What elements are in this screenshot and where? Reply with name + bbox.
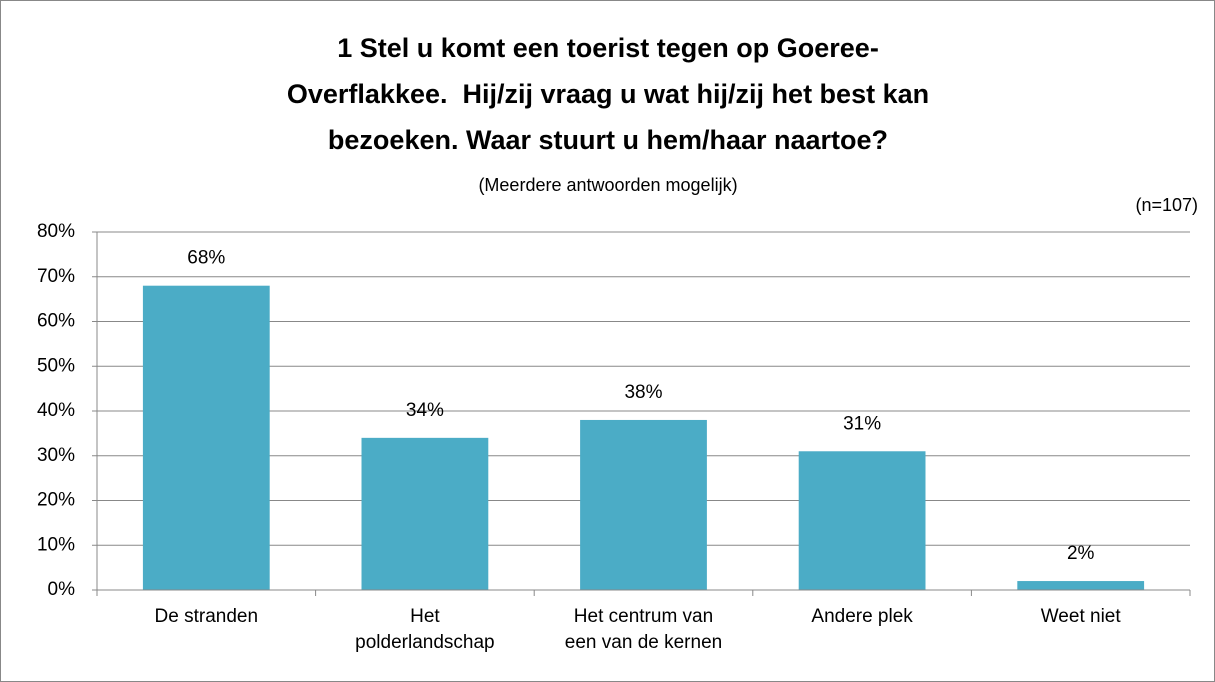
bar (798, 451, 926, 590)
y-tick-label: 60% (37, 311, 75, 332)
bar (142, 285, 270, 590)
x-tick-label: Weet niet (1040, 606, 1121, 627)
data-label: 31% (843, 413, 881, 434)
chart-title: 1 Stel u komt een toerist tegen op Goere… (337, 33, 879, 63)
x-tick-label: Het centrum van een van de kernen (564, 606, 723, 653)
x-tick-label: De stranden (154, 606, 259, 627)
data-label: 38% (624, 382, 662, 403)
y-tick-label: 10% (37, 534, 75, 555)
y-tick-label: 40% (37, 400, 75, 421)
data-label: 68% (187, 248, 225, 269)
y-tick-label: 0% (48, 579, 76, 600)
y-tick-label: 70% (37, 266, 75, 287)
annotation: (n=107) (1135, 195, 1198, 215)
y-tick-label: 20% (37, 490, 75, 511)
chart-subtitle: (Meerdere antwoorden mogelijk) (478, 175, 737, 195)
bar (580, 419, 707, 590)
y-tick-label: 50% (37, 355, 75, 376)
bar (1017, 581, 1145, 590)
chart-title: Overflakkee. Hij/zij vraag u wat hij/zij… (287, 79, 929, 109)
y-tick-label: 30% (37, 445, 75, 466)
bar (361, 437, 489, 590)
chart-title: bezoeken. Waar stuurt u hem/haar naartoe… (328, 125, 888, 155)
data-label: 2% (1067, 543, 1095, 564)
x-tick-label: Andere plek (811, 606, 913, 627)
y-tick-label: 80% (37, 221, 75, 242)
x-tick-label: Het polderlandschap (355, 606, 495, 653)
data-label: 34% (406, 400, 444, 421)
